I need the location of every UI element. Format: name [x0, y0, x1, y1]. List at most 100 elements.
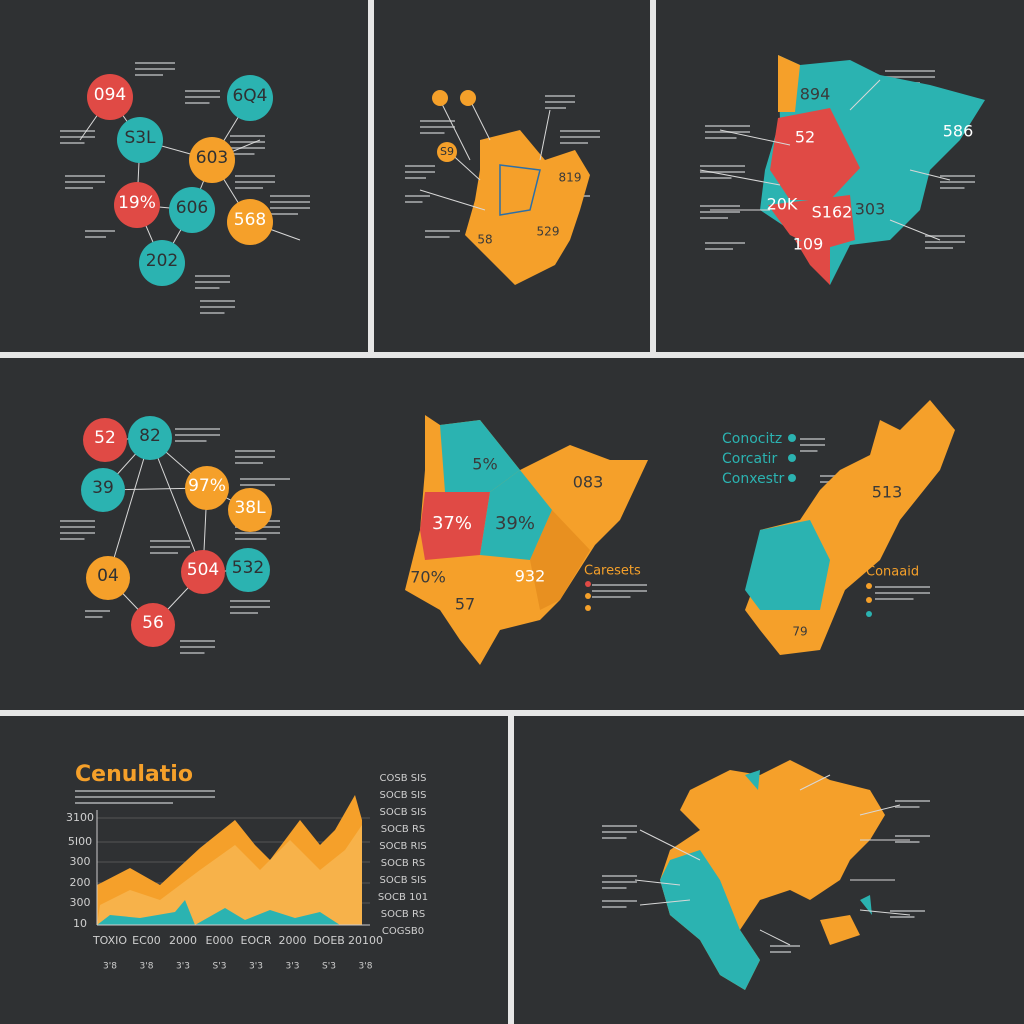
map-label: 79 — [792, 625, 807, 639]
circle-label: 202 — [146, 251, 178, 271]
placeholder-line — [425, 230, 460, 232]
placeholder-line — [592, 584, 647, 586]
circle-label: 606 — [176, 198, 208, 218]
map-label: 529 — [537, 225, 560, 239]
circle — [181, 550, 225, 594]
placeholder-line — [85, 230, 115, 232]
x-sub-label: 3'8 — [103, 962, 117, 972]
placeholder-line — [185, 96, 220, 98]
placeholder-line — [65, 175, 105, 177]
x-tick-label: TOXIO — [92, 934, 127, 947]
placeholder-line — [545, 107, 566, 109]
side-label: SOCB SIS — [380, 875, 427, 886]
dot — [437, 142, 457, 162]
placeholder-line — [700, 177, 732, 179]
placeholder-line — [820, 481, 834, 483]
legend-title: Caresets — [584, 564, 641, 579]
placeholder-line — [602, 875, 637, 877]
map-label: S9 — [440, 145, 454, 158]
placeholder-line — [60, 130, 95, 132]
placeholder-line — [175, 434, 220, 436]
map-region — [778, 55, 800, 112]
map-label: 58 — [477, 233, 492, 247]
placeholder-line — [885, 76, 935, 78]
map-label: S162 — [812, 203, 853, 222]
side-label: SOCB SIS — [380, 807, 427, 818]
circle — [189, 137, 235, 183]
placeholder-line — [180, 652, 205, 654]
x-tick-label: DOEB — [313, 934, 345, 947]
placeholder-line — [230, 153, 255, 155]
map-label: 109 — [793, 235, 824, 254]
x-sub-label: 3'8 — [359, 962, 373, 972]
map-label: 70% — [410, 568, 446, 587]
map-region — [795, 240, 830, 285]
placeholder-line — [65, 181, 105, 183]
circle — [227, 199, 273, 245]
placeholder-line — [925, 241, 965, 243]
map-region — [768, 195, 855, 250]
placeholder-line — [235, 456, 275, 458]
placeholder-line — [405, 165, 435, 167]
legend-dot — [788, 474, 796, 482]
circle — [169, 187, 215, 233]
heading: Corcatir — [722, 451, 777, 467]
legend-dot — [585, 593, 591, 599]
placeholder-line — [420, 132, 445, 134]
legend-dot — [788, 454, 796, 462]
circle — [86, 556, 130, 600]
circle-label: 39 — [92, 478, 114, 498]
placeholder-line — [135, 68, 175, 70]
placeholder-line — [405, 195, 430, 197]
placeholder-line — [560, 136, 600, 138]
placeholder-line — [405, 171, 435, 173]
circle-label: 38L — [234, 498, 266, 518]
placeholder-line — [195, 287, 220, 289]
placeholder-line — [230, 141, 265, 143]
placeholder-line — [60, 538, 85, 540]
placeholder-line — [270, 201, 310, 203]
placeholder-line — [705, 242, 745, 244]
x-tick-label: 2000 — [279, 934, 307, 947]
placeholder-text-group — [60, 62, 975, 953]
placeholder-line — [85, 616, 103, 618]
placeholder-line — [592, 596, 631, 598]
circle — [227, 75, 273, 121]
x-sub-label: 3'3 — [176, 962, 190, 972]
placeholder-line — [545, 95, 575, 97]
placeholder-line — [602, 831, 637, 833]
placeholder-line — [240, 478, 290, 480]
placeholder-line — [800, 444, 825, 446]
circle-label: 19% — [118, 193, 156, 213]
map-label: 894 — [800, 85, 831, 104]
placeholder-line — [420, 126, 455, 128]
placeholder-line — [770, 945, 800, 947]
placeholder-line — [60, 526, 95, 528]
placeholder-line — [175, 440, 207, 442]
placeholder-line — [235, 187, 263, 189]
placeholder-line — [195, 281, 230, 283]
placeholder-line — [270, 207, 310, 209]
side-label: SOCB RIS — [379, 841, 427, 852]
placeholder-line — [75, 790, 215, 792]
x-sub-label: S'3 — [213, 962, 227, 972]
heading: Conxestr — [722, 471, 784, 487]
placeholder-line — [560, 142, 588, 144]
legend-dot — [866, 583, 872, 589]
circle — [87, 74, 133, 120]
placeholder-line — [60, 520, 95, 522]
placeholder-line — [940, 187, 965, 189]
placeholder-line — [700, 211, 740, 213]
area — [97, 825, 362, 925]
circle — [139, 240, 185, 286]
placeholder-line — [602, 837, 627, 839]
legend-dot — [866, 611, 872, 617]
placeholder-line — [820, 475, 840, 477]
placeholder-line — [700, 165, 745, 167]
map-label: 52 — [795, 128, 815, 147]
circle-label: 568 — [234, 210, 266, 230]
placeholder-line — [150, 552, 178, 554]
side-label: SOCB RS — [381, 824, 426, 835]
placeholder-line — [800, 450, 818, 452]
side-label: SOCB SIS — [380, 790, 427, 801]
